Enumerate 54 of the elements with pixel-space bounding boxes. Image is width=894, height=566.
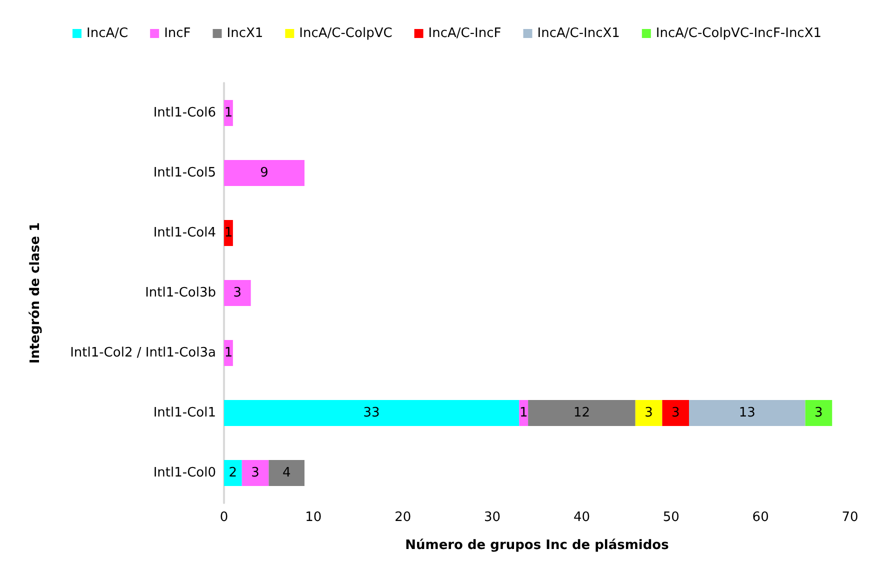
x-tick-label: 40 bbox=[573, 510, 590, 525]
bar bbox=[224, 340, 233, 366]
bar bbox=[528, 400, 636, 426]
x-tick-label: 50 bbox=[662, 510, 680, 525]
data-label: 4 bbox=[282, 466, 291, 480]
data-label: 3 bbox=[644, 406, 653, 420]
y-tick-label: Intl1-Col5 bbox=[153, 166, 216, 180]
bar bbox=[268, 460, 304, 486]
legend-label: IncF bbox=[164, 26, 191, 41]
y-tick-label: Intl1-Col0 bbox=[153, 466, 216, 480]
data-label: 1 bbox=[224, 226, 233, 240]
data-label: 3 bbox=[814, 406, 823, 420]
bar bbox=[689, 400, 806, 426]
data-label: 13 bbox=[738, 406, 756, 420]
data-label: 3 bbox=[671, 406, 680, 420]
bar bbox=[224, 460, 242, 486]
bar bbox=[224, 400, 520, 426]
x-tick-label: 10 bbox=[305, 510, 322, 525]
x-tick-label: 30 bbox=[484, 510, 501, 525]
bar bbox=[224, 100, 233, 126]
data-label: 1 bbox=[519, 406, 528, 420]
data-label: 1 bbox=[224, 106, 233, 120]
y-axis-title: Integrón de clase 1 bbox=[28, 222, 43, 364]
data-label: 2 bbox=[228, 466, 238, 480]
legend-label: IncX1 bbox=[226, 26, 264, 41]
bar bbox=[242, 460, 269, 486]
bar bbox=[224, 160, 304, 186]
y-tick-label: Intl1-Col1 bbox=[153, 406, 216, 420]
legend-label: IncA/C-ColpVC-IncF-IncX1 bbox=[656, 26, 822, 41]
y-tick-label: Intl1-Col4 bbox=[153, 226, 216, 240]
data-label: 12 bbox=[573, 406, 590, 420]
data-label: 33 bbox=[363, 406, 380, 420]
bar bbox=[224, 280, 251, 306]
legend-label: IncA/C-IncX1 bbox=[537, 26, 620, 41]
y-tick-label: Intl1-Col2 / Intl1-Col3a bbox=[70, 346, 216, 360]
x-tick-label: 20 bbox=[394, 510, 412, 525]
legend-label: IncA/C-IncF bbox=[428, 26, 502, 41]
bar bbox=[635, 400, 662, 426]
bar bbox=[805, 400, 832, 426]
data-label: 3 bbox=[251, 466, 260, 480]
y-tick-label: Intl1-Col6 bbox=[153, 106, 216, 120]
bar bbox=[662, 400, 690, 426]
data-label: 3 bbox=[233, 286, 242, 300]
bar bbox=[224, 220, 233, 246]
legend-label: IncA/C bbox=[86, 26, 128, 41]
y-tick-label: Intl1-Col3b bbox=[145, 286, 216, 300]
x-tick-label: 0 bbox=[220, 510, 228, 525]
data-label: 9 bbox=[260, 166, 268, 180]
bar bbox=[519, 400, 528, 426]
x-tick-label: 70 bbox=[842, 510, 858, 525]
data-label: 1 bbox=[224, 346, 233, 360]
x-axis-title: Número de grupos Inc de plásmidos bbox=[405, 538, 670, 553]
x-tick-label: 60 bbox=[752, 510, 769, 525]
legend-label: IncA/C-ColpVC bbox=[299, 26, 392, 41]
